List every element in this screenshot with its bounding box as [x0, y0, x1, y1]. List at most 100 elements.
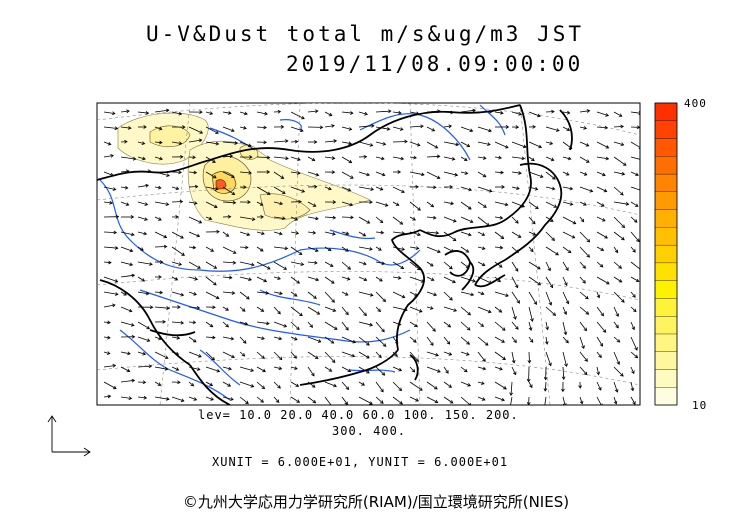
wind-arrow-head: [296, 280, 301, 284]
dust-plume: [117, 112, 371, 231]
wind-arrow-head: [598, 386, 602, 391]
wind-arrow-head: [467, 206, 472, 210]
wind-arrow-head: [487, 309, 492, 314]
wind-arrow: [307, 246, 319, 252]
wind-arrow-head: [177, 380, 181, 385]
wind-arrow-head: [266, 191, 271, 195]
wind-arrow-head: [196, 233, 201, 238]
wind-arrow-head: [543, 376, 548, 381]
wind-arrow-head: [533, 301, 537, 305]
wind-arrow-head: [231, 354, 235, 359]
wind-arrow: [239, 216, 255, 220]
wind-arrow: [307, 351, 319, 359]
wind-arrow-head: [567, 156, 572, 161]
wind-arrow: [409, 366, 415, 373]
wind-arrow-head: [605, 156, 610, 161]
wind-arrow-head: [181, 252, 185, 256]
wind-arrow: [120, 366, 130, 372]
wind-arrow: [120, 291, 127, 296]
wind-arrow: [137, 201, 148, 206]
wind-arrow-head: [601, 218, 606, 222]
wind-arrow: [358, 366, 370, 374]
wind-arrow: [324, 336, 334, 344]
wind-arrow: [426, 126, 435, 132]
wind-arrow: [273, 246, 288, 249]
wind-arrow: [290, 381, 299, 387]
wind-arrow-head: [190, 382, 195, 387]
wind-arrow: [137, 141, 145, 145]
wind-arrow: [426, 246, 441, 253]
wind-arrow: [613, 336, 620, 343]
wind-arrow: [103, 276, 118, 282]
wind-arrow: [545, 321, 549, 330]
wind-arrow: [154, 351, 169, 359]
wind-arrow-head: [518, 112, 523, 116]
wind-arrow: [528, 216, 536, 225]
wind-arrow: [341, 336, 356, 343]
wind-arrow: [562, 216, 576, 224]
wind-arrow-head: [107, 141, 112, 146]
wind-arrow: [494, 231, 504, 239]
wind-arrow-head: [280, 125, 285, 129]
wind-arrow-head: [225, 307, 229, 311]
wind-arrow: [239, 381, 254, 387]
wind-arrow-head: [246, 295, 250, 300]
wind-arrow: [290, 141, 298, 143]
wind-arrow-head: [599, 343, 604, 347]
wind-arrow: [545, 141, 553, 145]
wind-arrow: [188, 231, 200, 237]
wind-arrow-head: [466, 341, 471, 345]
wind-arrow-head: [158, 275, 162, 279]
wind-arrow-head: [296, 171, 301, 175]
wind-arrow: [613, 381, 618, 393]
wind-arrow-head: [112, 385, 117, 390]
wind-arrow: [460, 186, 472, 191]
wind-arrow-head: [193, 201, 198, 205]
wind-arrow-head: [197, 265, 201, 269]
wind-arrow: [409, 156, 417, 159]
wind-arrow: [545, 246, 559, 256]
wind-arrow: [562, 351, 567, 367]
wind-arrow-head: [498, 155, 502, 160]
wind-arrow-head: [551, 186, 556, 191]
wind-arrow: [443, 231, 457, 241]
wind-arrow-head: [265, 291, 270, 295]
colorbar-swatch: [654, 333, 678, 352]
wind-arrow-head: [412, 217, 416, 221]
wind-arrow: [256, 126, 267, 128]
contour-levels-line2: 300. 400.: [332, 424, 407, 438]
wind-arrow: [460, 246, 469, 253]
wind-arrow-head: [174, 277, 179, 281]
wind-arrow: [222, 291, 235, 294]
wind-arrow-head: [618, 265, 622, 269]
wind-arrow-head: [500, 170, 504, 175]
wind-arrow-head: [633, 308, 637, 313]
wind-arrow: [494, 351, 506, 360]
wind-arrow-head: [180, 235, 184, 239]
wind-arrow-head: [231, 191, 236, 196]
wind-arrow: [630, 351, 638, 359]
wind-arrow-head: [401, 247, 406, 251]
wind-arrow: [137, 276, 145, 282]
wind-arrow: [358, 351, 370, 359]
wind-arrow: [409, 125, 424, 128]
wind-arrow: [290, 231, 299, 234]
wind-arrow-head: [379, 187, 384, 191]
wind-arrow: [579, 126, 587, 129]
wind-arrow-head: [278, 356, 283, 361]
wind-arrow: [392, 306, 408, 311]
wind-arrow-head: [561, 388, 565, 393]
wind-arrow-head: [298, 199, 302, 204]
wind-arrow-head: [364, 111, 368, 116]
wind-arrow: [103, 231, 117, 233]
wind-arrow: [579, 291, 589, 300]
wind-arrow: [222, 126, 235, 132]
wind-arrow: [256, 111, 268, 115]
wind-arrow-head: [127, 126, 132, 130]
wind-arrow-head: [466, 326, 471, 331]
wind-arrow: [307, 216, 319, 220]
wind-arrow: [596, 111, 609, 116]
wind-arrow-head: [528, 327, 533, 331]
wind-arrow: [596, 366, 600, 375]
reference-vector-axes: [47, 415, 91, 457]
